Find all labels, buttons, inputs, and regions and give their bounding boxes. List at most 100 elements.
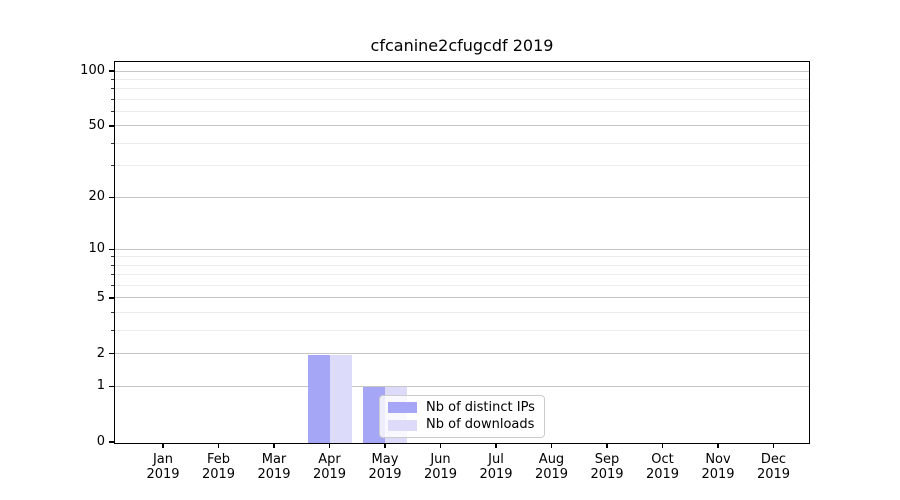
- gridline-minor-6: [115, 285, 809, 287]
- x-tick-label-feb: Feb 2019: [187, 452, 251, 482]
- x-label-year: 2019: [201, 467, 236, 482]
- x-tick-label-jul: Jul 2019: [464, 452, 528, 482]
- y-minor-tick-6: [110, 285, 114, 287]
- x-label-year: 2019: [423, 467, 458, 482]
- y-minor-tick-90: [110, 78, 114, 80]
- x-label-month: Sep: [594, 452, 620, 467]
- legend-swatch-distinct-ips: [388, 402, 417, 414]
- chart-title: cfcanine2cfugcdf 2019: [370, 36, 554, 55]
- y-tick-label-20: 20: [88, 189, 105, 205]
- legend: Nb of distinct IPs Nb of downloads: [379, 395, 545, 438]
- x-label-year: 2019: [146, 467, 180, 482]
- bar-downloads-apr: [329, 354, 352, 443]
- x-tick-label-aug: Aug 2019: [520, 452, 584, 482]
- x-tick-jun: [439, 443, 442, 448]
- gridline-minor-8: [115, 264, 809, 266]
- gridline-major-20: [115, 196, 809, 198]
- y-minor-tick-80: [110, 88, 114, 90]
- y-tick-label-1: 1: [96, 378, 105, 394]
- y-minor-tick-60: [110, 111, 114, 113]
- x-tick-label-oct: Oct 2019: [631, 452, 695, 482]
- y-tick-label-0: 0: [96, 434, 105, 449]
- x-label-year: 2019: [645, 467, 680, 482]
- legend-item-distinct-ips: Nb of distinct IPs: [388, 400, 536, 416]
- x-label-year: 2019: [701, 467, 735, 482]
- x-tick-sep: [606, 443, 608, 448]
- y-tick-2: [108, 352, 114, 355]
- gridline-major-1: [115, 385, 809, 387]
- y-tick-label-5: 5: [96, 289, 105, 305]
- legend-label-downloads: Nb of downloads: [426, 417, 535, 433]
- gridline-minor-4: [115, 312, 809, 314]
- x-tick-label-apr: Apr 2019: [298, 452, 362, 482]
- gridline-major-100: [115, 70, 809, 72]
- x-tick-label-nov: Nov 2019: [686, 452, 750, 482]
- x-tick-may: [384, 443, 386, 448]
- x-label-month: Jun: [430, 452, 451, 467]
- gridline-minor-7: [115, 274, 809, 276]
- x-tick-jan: [162, 443, 164, 448]
- gridline-minor-60: [115, 111, 809, 113]
- y-tick-20: [108, 196, 114, 198]
- x-tick-aug: [550, 443, 553, 448]
- x-label-month: May: [371, 452, 399, 467]
- x-tick-label-may: May 2019: [353, 452, 417, 482]
- x-label-month: Mar: [261, 452, 287, 467]
- gridline-minor-40: [115, 142, 809, 144]
- x-label-year: 2019: [534, 467, 569, 482]
- gridline-major-10: [115, 248, 809, 250]
- y-minor-tick-30: [110, 165, 114, 167]
- grid-layer: [115, 62, 809, 443]
- x-tick-label-sep: Sep 2019: [575, 452, 639, 482]
- x-label-month: Jan: [152, 452, 174, 467]
- y-tick-10: [108, 248, 114, 250]
- gridline-major-5: [115, 297, 809, 299]
- bar-distinct-ips-apr: [307, 354, 330, 443]
- x-label-year: 2019: [257, 467, 291, 482]
- x-tick-feb: [217, 443, 220, 448]
- x-label-month: Oct: [651, 452, 674, 467]
- y-minor-tick-3: [110, 330, 114, 332]
- x-label-month: Jul: [488, 452, 504, 467]
- bars-layer: [115, 62, 809, 443]
- y-tick-5: [108, 297, 114, 299]
- plot-area: 0 1 2 5 10 20 50 100 Jan 2019 Feb 2019 Mar 2019 Apr 201…: [80, 61, 810, 482]
- x-label-year: 2019: [368, 467, 402, 482]
- y-tick-label-100: 100: [80, 63, 105, 79]
- gridline-minor-3: [115, 330, 809, 332]
- legend-item-downloads: Nb of downloads: [388, 417, 536, 433]
- x-label-year: 2019: [312, 467, 347, 482]
- gridline-major-50: [115, 125, 809, 127]
- y-tick-1: [108, 385, 114, 387]
- gridline-minor-70: [115, 98, 809, 100]
- x-label-month: Apr: [318, 452, 341, 467]
- y-tick-label-10: 10: [88, 241, 105, 257]
- x-tick-oct: [661, 443, 664, 448]
- y-minor-tick-8: [110, 264, 114, 266]
- x-label-month: Nov: [705, 452, 731, 467]
- legend-swatch-downloads: [388, 419, 417, 431]
- legend-label-distinct-ips: Nb of distinct IPs: [426, 399, 535, 415]
- x-tick-label-mar: Mar 2019: [242, 452, 306, 482]
- y-minor-tick-40: [110, 142, 114, 144]
- y-tick-50: [108, 125, 114, 127]
- gridline-minor-9: [115, 256, 809, 258]
- y-minor-tick-9: [110, 256, 114, 258]
- gridline-major-2: [115, 353, 809, 355]
- y-tick-0: [108, 441, 114, 443]
- y-tick-100: [108, 70, 114, 72]
- x-tick-nov: [717, 443, 719, 448]
- y-minor-tick-7: [110, 274, 114, 276]
- x-label-year: 2019: [756, 467, 791, 482]
- x-tick-label-dec: Dec 2019: [742, 452, 806, 482]
- x-tick-label-jan: Jan 2019: [131, 452, 195, 482]
- x-tick-dec: [772, 443, 775, 448]
- x-tick-label-jun: Jun 2019: [409, 452, 473, 482]
- gridline-minor-90: [115, 78, 809, 80]
- x-label-year: 2019: [479, 467, 513, 482]
- x-label-month: Aug: [538, 452, 565, 467]
- y-minor-tick-4: [110, 312, 114, 314]
- x-tick-jul: [495, 443, 497, 448]
- gridline-minor-80: [115, 88, 809, 90]
- x-label-year: 2019: [590, 467, 624, 482]
